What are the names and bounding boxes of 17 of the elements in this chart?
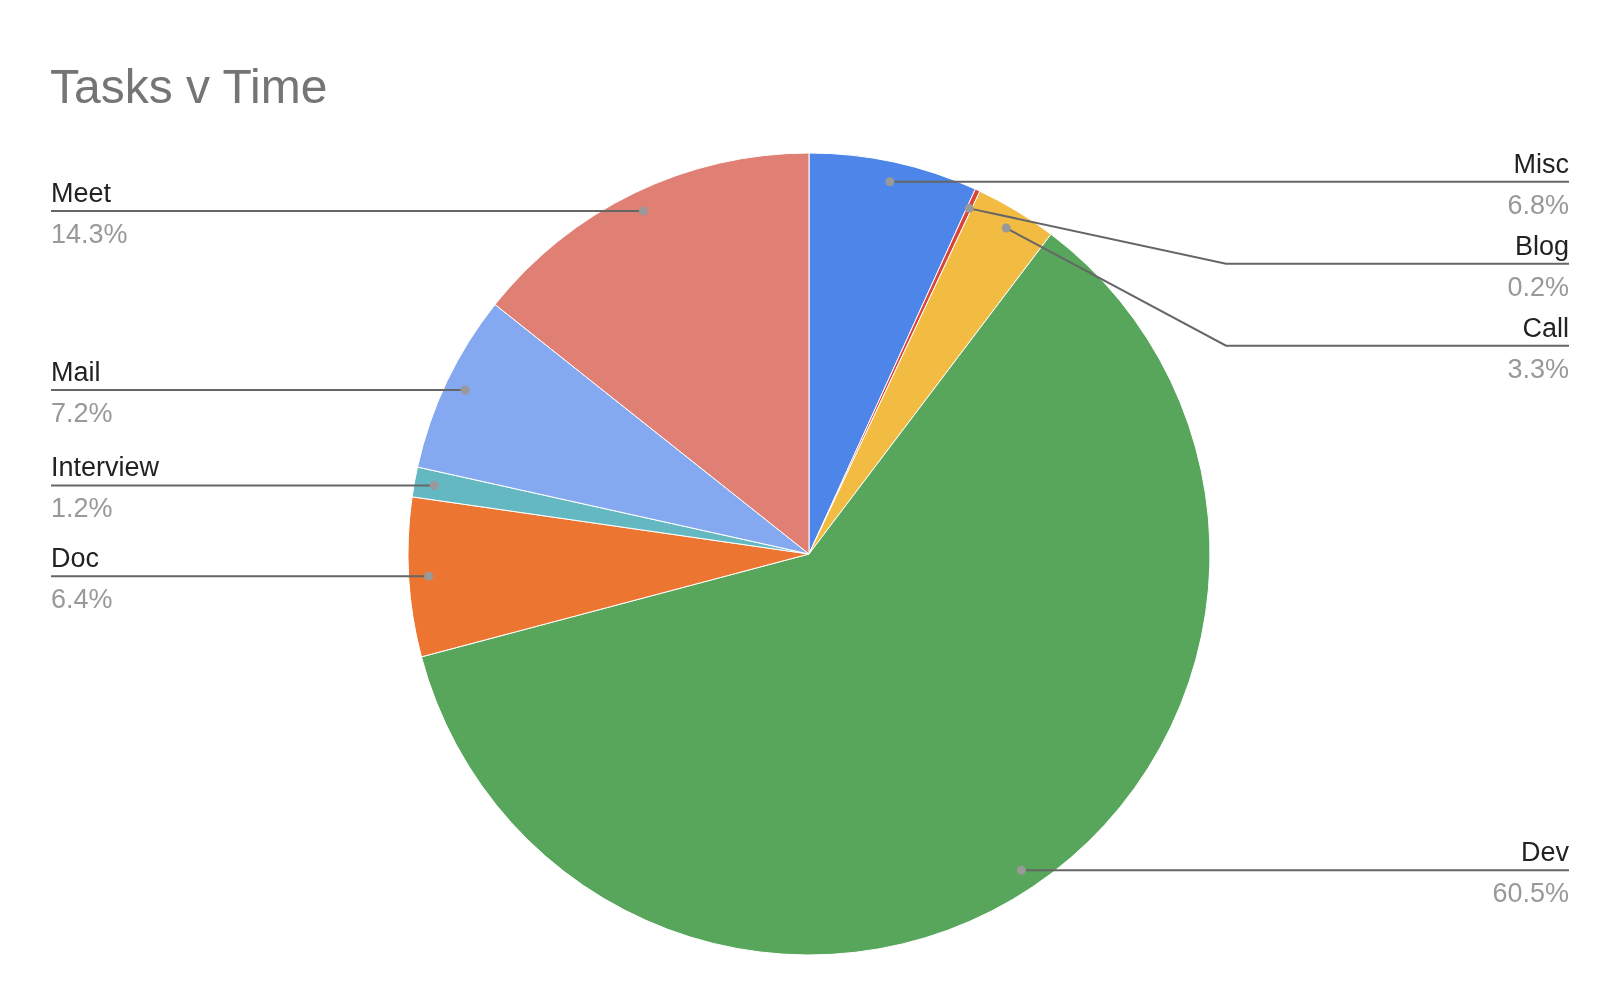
data-label: 6.8%: [1507, 189, 1569, 220]
chart-title: Tasks v Time: [50, 60, 328, 113]
data-label: 7.2%: [51, 398, 113, 429]
data-label: 1.2%: [51, 493, 113, 524]
data-label: 14.3%: [51, 218, 128, 249]
slice-label: Meet: [51, 177, 112, 208]
data-label: 6.4%: [51, 584, 113, 615]
slice-label: Call: [1522, 312, 1569, 343]
slice-label: Interview: [51, 452, 160, 483]
data-label: 3.3%: [1507, 353, 1569, 384]
slice-label: Blog: [1514, 230, 1569, 261]
slice-label: Doc: [51, 543, 100, 574]
slice-label: Mail: [51, 357, 101, 388]
slice-label: Dev: [1520, 837, 1570, 868]
data-label: 0.2%: [1507, 271, 1569, 302]
slice-label: Misc: [1513, 148, 1569, 179]
data-label: 60.5%: [1492, 878, 1569, 909]
